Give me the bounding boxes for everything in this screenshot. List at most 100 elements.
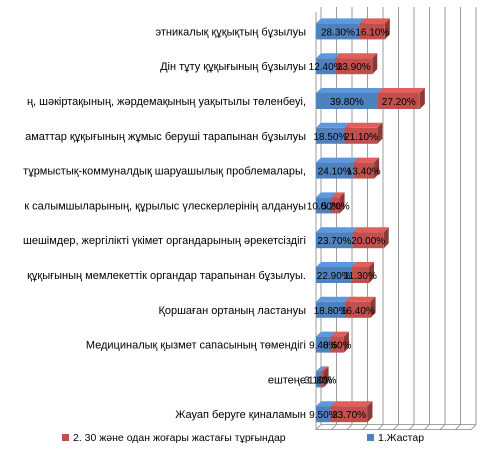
bar xyxy=(316,162,354,179)
bar-segment xyxy=(352,227,389,249)
category-label: Қоршаған ортаның ластануы xyxy=(158,305,306,317)
data-label: 16.10% xyxy=(355,27,389,38)
bar xyxy=(345,301,371,318)
bar-side xyxy=(377,122,383,144)
data-label: 22.90% xyxy=(317,271,351,282)
bar-top xyxy=(335,53,378,59)
bar-top xyxy=(316,331,336,337)
legend-swatch xyxy=(367,434,374,441)
bar-top xyxy=(330,331,349,337)
floor-gridline xyxy=(346,424,353,430)
bar-top xyxy=(316,262,357,267)
bar-top xyxy=(316,401,336,407)
bar-segment xyxy=(351,262,375,283)
bar-side xyxy=(372,53,378,75)
floor-gridline xyxy=(408,424,415,430)
bar-segment xyxy=(345,296,376,318)
bar xyxy=(352,232,384,249)
bar-top xyxy=(320,366,329,372)
bar xyxy=(320,371,324,388)
bar-segment xyxy=(316,227,358,249)
data-label: 39.80% xyxy=(330,97,364,108)
category-label: аматтар құқығының жұмыс беруші тарапынан… xyxy=(25,131,306,143)
legend-label: 2. 30 және одан жоғары жастағы тұрғындар xyxy=(73,432,286,444)
floor-gridline xyxy=(455,424,461,430)
bar xyxy=(316,267,352,283)
bar-top xyxy=(316,227,358,233)
data-label: 1.80% xyxy=(308,375,336,386)
category-label: шешімдер, жергілікті үкімет органдарының… xyxy=(23,235,306,247)
bar xyxy=(316,58,336,75)
bar xyxy=(316,127,345,144)
bar xyxy=(316,301,346,318)
bars xyxy=(316,18,425,423)
bar-side xyxy=(367,401,373,423)
bar-segment xyxy=(331,192,345,214)
bar-side xyxy=(419,88,425,109)
bar-segment xyxy=(320,366,329,388)
floor-gridline xyxy=(331,424,337,430)
bar-side xyxy=(343,331,349,353)
bar-side xyxy=(369,262,375,283)
bar-side xyxy=(383,227,389,249)
legend: 2. 30 және одан жоғары жастағы тұрғындар… xyxy=(62,432,424,444)
legend-item: 2. 30 және одан жоғары жастағы тұрғындар xyxy=(62,432,286,444)
data-label: 11.30% xyxy=(344,271,377,282)
data-label: 28.30% xyxy=(321,27,355,38)
bar xyxy=(316,197,332,214)
category-label: к салымшыларының, құрылыс үлескерлерінің… xyxy=(24,200,306,212)
category-label: тұрмыстық-коммуналдық шаруашылық проблем… xyxy=(23,166,306,178)
bar-segment xyxy=(359,18,390,40)
data-label: 8.60% xyxy=(323,341,351,352)
bar-top xyxy=(331,192,345,198)
data-label: 20.00% xyxy=(351,236,385,247)
data-label: 27.20% xyxy=(382,97,416,108)
bar xyxy=(344,127,378,144)
category-label: Дін тұту құқығының бұзылуы xyxy=(160,61,306,73)
bar-segment xyxy=(335,53,378,75)
bar-top xyxy=(377,88,425,93)
data-label: 10.00% xyxy=(307,201,341,212)
data-label: 23.70% xyxy=(332,410,366,421)
category-label: Жауап беруге қиналамын xyxy=(175,409,306,421)
bar-top xyxy=(316,53,341,59)
bar xyxy=(316,93,378,109)
bar-top xyxy=(316,366,326,372)
bar-top xyxy=(344,122,383,128)
bar-segment xyxy=(353,157,380,179)
bar-top xyxy=(345,296,376,302)
bar-top xyxy=(316,122,350,128)
bar xyxy=(316,371,321,388)
bar-top xyxy=(359,18,390,24)
legend-swatch xyxy=(62,434,69,441)
data-label: 13.40% xyxy=(347,167,381,178)
bar-side xyxy=(374,157,380,179)
bar xyxy=(316,23,360,40)
category-label: Медициналық қызмет сапасының төмендігі xyxy=(86,340,306,352)
data-label: 21.10% xyxy=(344,132,378,143)
data-labels: 28.30% 16.10% 12.40%23.90% 39.80% 27.20% 18.5… xyxy=(304,27,416,421)
gridlines xyxy=(315,7,477,431)
bar-segment xyxy=(316,18,365,40)
floor-gridline xyxy=(393,424,399,430)
bar-top xyxy=(316,192,337,198)
bar-side xyxy=(339,192,345,214)
data-label: 23.90% xyxy=(337,62,371,73)
category-labels: этникалық құқықтың бұзылуы Дін тұту құқығ… xyxy=(23,26,306,421)
bar-top xyxy=(316,296,351,302)
bar-side xyxy=(370,296,376,318)
floor-gridline xyxy=(362,424,368,430)
bar xyxy=(359,23,385,40)
legend-item: 1.Жастар xyxy=(367,432,424,444)
bar xyxy=(316,336,331,353)
floor-gridline xyxy=(424,424,430,430)
data-label: 16.40% xyxy=(341,306,375,317)
bar-segment xyxy=(330,331,349,353)
bar xyxy=(316,406,331,423)
data-label: 18.50% xyxy=(313,132,347,143)
category-label: ештеңе xyxy=(268,374,306,386)
bar xyxy=(330,336,344,353)
bar xyxy=(330,406,368,423)
category-label: этникалық құқықтың бұзылуы xyxy=(156,26,307,38)
